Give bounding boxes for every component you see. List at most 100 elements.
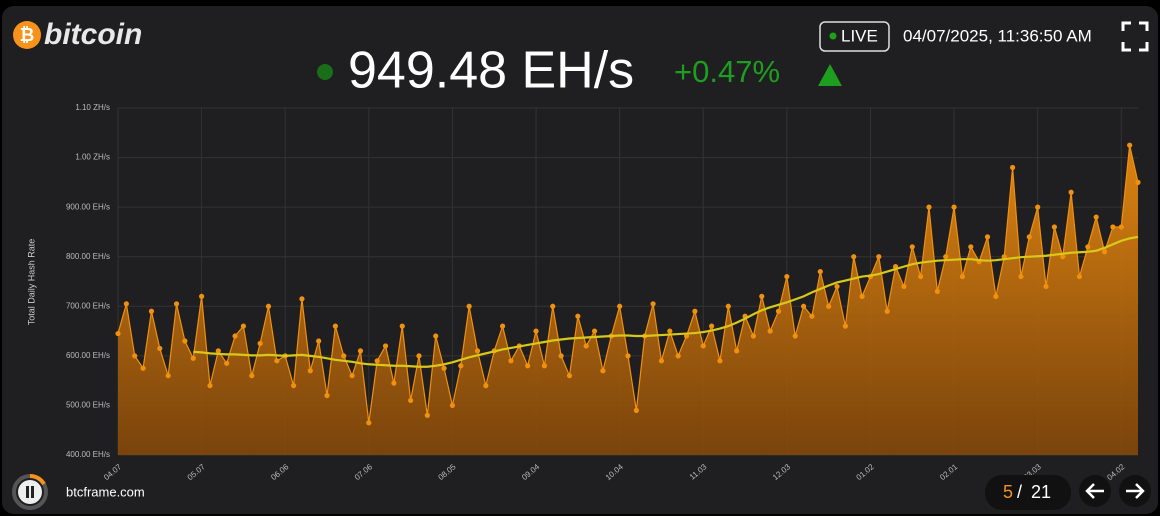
data-point bbox=[1009, 164, 1016, 171]
live-dot bbox=[829, 32, 837, 40]
logo-symbol: ₿ bbox=[20, 25, 35, 45]
y-tick-label: 1.00 ZH/s bbox=[75, 153, 110, 162]
data-point bbox=[717, 358, 723, 364]
data-point bbox=[541, 363, 547, 369]
y-tick-label: 800.00 EH/s bbox=[66, 252, 110, 261]
page-separator: / bbox=[1017, 482, 1022, 502]
data-point bbox=[173, 301, 180, 307]
data-point bbox=[140, 365, 146, 371]
data-point bbox=[165, 373, 171, 379]
page-total: 21 bbox=[1031, 482, 1051, 502]
y-tick-label: 600.00 EH/s bbox=[66, 351, 110, 360]
data-point bbox=[709, 323, 715, 329]
data-point bbox=[817, 268, 823, 275]
data-point bbox=[458, 363, 464, 369]
data-point bbox=[324, 392, 330, 399]
data-point bbox=[474, 348, 481, 354]
data-point bbox=[157, 345, 163, 352]
y-tick-label: 500.00 EH/s bbox=[66, 401, 110, 410]
data-point bbox=[884, 308, 890, 314]
data-point bbox=[984, 234, 991, 240]
progress-arc bbox=[29, 473, 46, 486]
data-point bbox=[1101, 249, 1108, 255]
prev-arrow bbox=[1085, 483, 1104, 499]
y-tick-label: 900.00 EH/s bbox=[66, 202, 110, 211]
data-point bbox=[115, 330, 121, 337]
data-point bbox=[199, 293, 205, 299]
timestamp: 04/07/2025, 11:36:50 AM bbox=[903, 26, 1092, 45]
data-point bbox=[123, 301, 129, 307]
data-point bbox=[449, 402, 456, 409]
data-point bbox=[667, 328, 673, 334]
y-tick-label: 1.10 ZH/s bbox=[75, 103, 110, 112]
data-point bbox=[207, 383, 213, 389]
data-point bbox=[1093, 214, 1099, 220]
data-point bbox=[1127, 142, 1133, 148]
data-point bbox=[374, 358, 380, 364]
data-point bbox=[759, 293, 765, 299]
status-dot bbox=[317, 64, 333, 80]
data-point bbox=[232, 333, 238, 339]
data-point bbox=[182, 338, 188, 344]
data-point bbox=[525, 363, 531, 369]
data-point bbox=[842, 323, 848, 329]
data-point bbox=[399, 323, 405, 329]
data-point bbox=[692, 308, 698, 314]
data-point bbox=[591, 328, 598, 334]
data-point bbox=[307, 368, 313, 374]
data-point bbox=[299, 296, 305, 302]
data-point bbox=[558, 353, 564, 359]
data-point bbox=[1110, 224, 1116, 230]
data-point bbox=[767, 328, 773, 334]
area bbox=[118, 145, 1138, 455]
data-point bbox=[416, 353, 422, 359]
data-point bbox=[366, 420, 372, 426]
data-point bbox=[408, 397, 414, 404]
data-point bbox=[792, 333, 798, 339]
data-point bbox=[951, 204, 957, 210]
data-point bbox=[433, 333, 439, 339]
data-point bbox=[775, 308, 782, 314]
data-point bbox=[566, 373, 573, 379]
data-point bbox=[851, 254, 857, 260]
y-tick-label: 700.00 EH/s bbox=[66, 301, 110, 310]
data-point bbox=[1026, 234, 1032, 240]
data-point bbox=[1060, 254, 1066, 260]
y-axis-label: Total Daily Hash Rate bbox=[26, 239, 36, 326]
data-point bbox=[499, 323, 506, 329]
next-arrow bbox=[1126, 483, 1145, 499]
data-point bbox=[332, 323, 338, 329]
data-point bbox=[1068, 189, 1074, 195]
data-point bbox=[424, 412, 430, 418]
data-point bbox=[993, 293, 999, 299]
data-point bbox=[826, 303, 832, 309]
page-number: 5 bbox=[1003, 482, 1013, 502]
data-point bbox=[1085, 244, 1091, 250]
data-point bbox=[834, 283, 840, 290]
data-point bbox=[550, 303, 556, 309]
data-point bbox=[968, 244, 974, 250]
data-point bbox=[675, 353, 681, 359]
y-tick-label: 400.00 EH/s bbox=[66, 450, 110, 459]
data-point bbox=[750, 333, 757, 339]
fullscreen-button[interactable] bbox=[1121, 21, 1149, 52]
data-point bbox=[240, 323, 247, 329]
pause-button[interactable] bbox=[18, 480, 42, 504]
live-badge bbox=[819, 21, 890, 52]
data-point bbox=[934, 288, 940, 295]
data-point bbox=[341, 353, 347, 359]
data-point bbox=[734, 348, 740, 354]
logo-text: bitcoin bbox=[44, 18, 142, 51]
data-point bbox=[617, 303, 623, 309]
data-point bbox=[583, 343, 589, 349]
series-line bbox=[193, 235, 1139, 368]
data-point bbox=[391, 380, 397, 386]
data-point bbox=[959, 273, 966, 280]
data-point bbox=[1043, 283, 1049, 290]
pause-bar bbox=[31, 486, 34, 498]
data-point bbox=[633, 407, 639, 413]
pause-bar bbox=[26, 486, 29, 498]
data-point bbox=[316, 338, 322, 344]
data-point bbox=[575, 313, 581, 319]
